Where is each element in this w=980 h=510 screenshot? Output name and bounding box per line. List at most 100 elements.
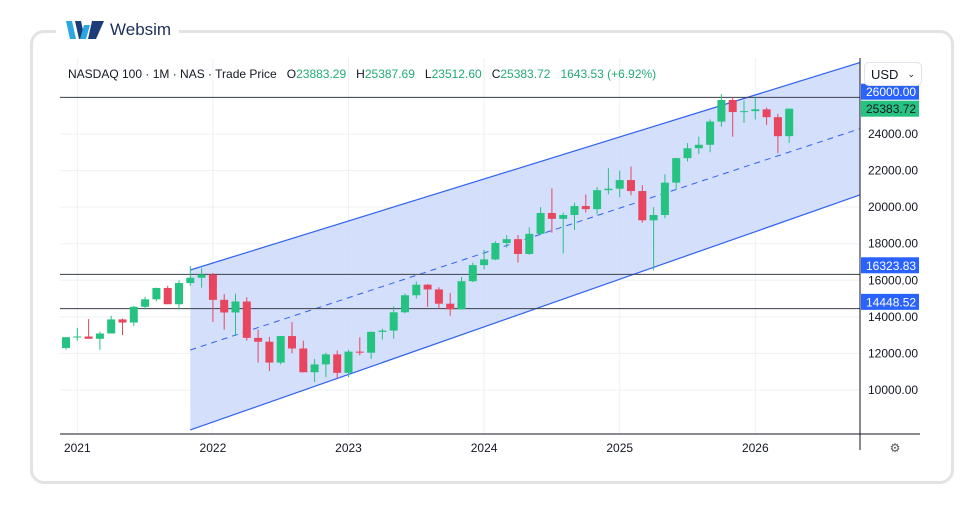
candle-body <box>593 190 602 210</box>
candle-body <box>401 295 409 313</box>
candle <box>412 281 421 299</box>
candle-body <box>649 215 658 221</box>
candle <box>220 294 229 330</box>
time-tick-label: 2026 <box>742 441 769 455</box>
currency-select[interactable]: USD ⌄ <box>864 62 922 86</box>
candle-body <box>412 284 421 296</box>
candle <box>152 287 161 302</box>
candle <box>615 170 624 198</box>
candle <box>265 336 274 371</box>
candle-body <box>220 299 229 313</box>
price-tick-label: 10000.00 <box>868 383 918 397</box>
candle-body <box>310 364 319 373</box>
candle <box>367 331 376 359</box>
candle-body <box>129 306 138 323</box>
websim-logo: Websim <box>56 16 180 44</box>
candle <box>559 212 568 254</box>
candle <box>321 352 330 378</box>
horizontal-line-label-bg <box>861 257 919 274</box>
candle <box>502 235 511 248</box>
time-tick-label: 2021 <box>64 441 91 455</box>
horizontal-line-label-text: 14448.52 <box>866 295 916 309</box>
horizontal-line-label: 26000.00 <box>861 83 919 100</box>
candle <box>536 207 545 235</box>
candle-body <box>231 301 240 313</box>
candle-body <box>321 354 330 365</box>
time-tick-label: 2024 <box>471 441 498 455</box>
candle <box>514 235 522 263</box>
candle-body <box>514 239 522 254</box>
candle <box>288 321 296 354</box>
candle <box>468 262 477 283</box>
candle <box>660 174 669 219</box>
candle-body <box>197 274 206 278</box>
candle <box>95 331 104 350</box>
candle-body <box>118 319 127 323</box>
ohlc-legend: NASDAQ 100 · 1M · NAS · Trade Price O238… <box>68 67 656 81</box>
candle-body <box>706 121 715 145</box>
candle-body <box>615 180 624 189</box>
candle <box>649 207 658 271</box>
candle-body <box>84 336 93 339</box>
candle-body <box>559 215 568 219</box>
candle-body <box>434 289 443 304</box>
candle <box>480 249 489 270</box>
candle <box>197 268 206 288</box>
candle-body <box>62 337 70 348</box>
candle-body <box>265 341 274 363</box>
last-price-label-text: 25383.72 <box>866 102 916 116</box>
candle <box>672 157 681 189</box>
candle-body <box>446 303 455 310</box>
candle-body <box>186 277 195 284</box>
candle <box>141 296 150 310</box>
candle-body <box>457 281 466 310</box>
candle-body <box>570 206 579 216</box>
candle-body <box>773 117 782 137</box>
candle <box>242 297 251 341</box>
candle-body <box>762 109 771 118</box>
candle-body <box>536 212 545 234</box>
candle-body <box>547 212 556 219</box>
candle <box>355 337 364 356</box>
candle-body <box>672 158 681 183</box>
settings-gear-icon[interactable]: ⚙ <box>890 441 901 455</box>
plot-area <box>60 58 860 434</box>
candle-body <box>344 351 353 373</box>
candle <box>728 97 737 137</box>
candle <box>186 266 195 286</box>
price-tick-label: 16000.00 <box>868 273 918 287</box>
horizontal-line-label-bg <box>861 83 919 100</box>
candle <box>310 358 319 382</box>
candle-body <box>276 336 285 363</box>
symbol-title[interactable]: NASDAQ 100 · 1M · NAS · Trade Price <box>68 67 277 81</box>
candle-body <box>299 348 308 373</box>
candle-body <box>242 301 251 338</box>
candle-body <box>480 259 489 266</box>
time-tick-label: 2022 <box>200 441 227 455</box>
candle-body <box>152 287 161 300</box>
candle <box>525 227 534 255</box>
close-label: C <box>491 67 501 81</box>
candle <box>785 108 794 143</box>
last-price-label: 25383.72 <box>861 100 919 117</box>
candle <box>333 350 342 378</box>
price-tick-label: 22000.00 <box>868 164 918 178</box>
price-tick-label: 18000.00 <box>868 237 918 251</box>
candle <box>344 349 353 378</box>
candle <box>84 319 93 339</box>
candle-body <box>355 351 364 353</box>
candle-body <box>423 284 432 290</box>
candle <box>446 293 455 316</box>
candle <box>62 336 70 350</box>
candle <box>694 136 703 155</box>
candle-body <box>175 283 183 305</box>
brand-name: Websim <box>110 20 172 39</box>
candle-body <box>254 337 263 342</box>
candle-body <box>525 233 534 254</box>
candle-body <box>604 188 613 191</box>
candle-body <box>208 274 217 300</box>
candle <box>581 194 590 213</box>
candle-body <box>751 109 760 112</box>
candle-body <box>378 330 387 332</box>
